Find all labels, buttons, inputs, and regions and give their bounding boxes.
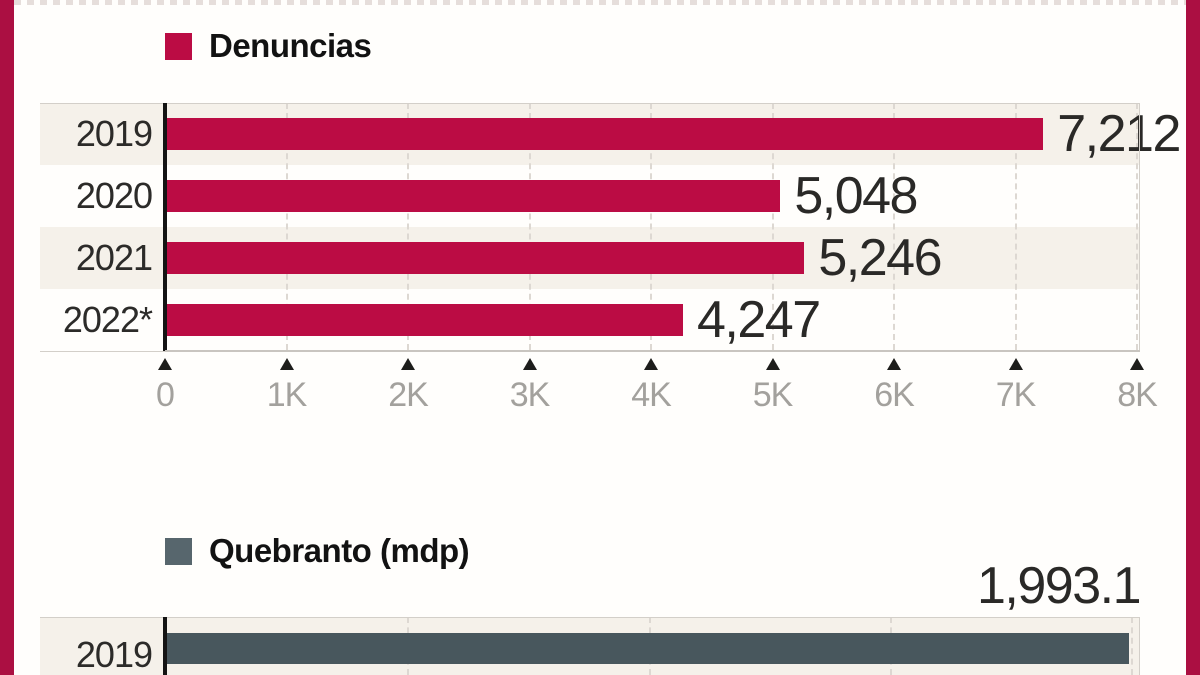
- gridline: [528, 103, 531, 350]
- x-axis-tick-marker: [158, 358, 172, 370]
- bar-2019-quebranto: [167, 633, 1129, 664]
- bar-2022*: [167, 304, 683, 336]
- category-label: 2022*: [62, 299, 153, 340]
- bar-2020: [167, 180, 781, 212]
- x-axis-tick-label: 0: [156, 376, 175, 414]
- gridline: [1014, 103, 1017, 350]
- category-label: 2019: [75, 634, 153, 675]
- gridline: [1131, 617, 1133, 675]
- x-axis-tick-label: 5K: [752, 376, 794, 414]
- x-axis-tick-marker: [887, 358, 901, 370]
- value-label: 5,246: [818, 229, 942, 287]
- quebranto-legend: Quebranto (mdp): [165, 532, 470, 570]
- x-axis-tick-marker: [279, 358, 294, 370]
- x-axis-tick-marker: [522, 358, 537, 370]
- denuncias-x-axis-line: [165, 350, 1140, 352]
- bar-2019: [167, 118, 1044, 150]
- category-label: 2019: [75, 113, 153, 154]
- x-axis-tick-label: 1K: [266, 376, 308, 414]
- x-axis-tick-marker: [765, 358, 780, 370]
- x-axis-tick-label: 3K: [509, 376, 551, 414]
- gridline: [893, 103, 895, 350]
- gridline: [285, 103, 288, 350]
- gridline: [771, 103, 774, 350]
- denuncias-y-axis-line: [163, 103, 167, 351]
- x-axis-tick-marker: [1008, 358, 1023, 370]
- category-label: 2020: [75, 175, 153, 216]
- x-axis-tick-marker: [644, 358, 658, 370]
- x-axis-tick-label: 2K: [388, 376, 429, 414]
- gridline: [650, 103, 652, 350]
- denuncias-legend-label: Denuncias: [209, 27, 372, 64]
- x-axis-tick-marker: [1130, 358, 1144, 370]
- left-border-accent: [0, 0, 14, 675]
- value-label: 4,247: [697, 291, 821, 349]
- denuncias-legend: Denuncias: [165, 27, 372, 65]
- quebranto-legend-swatch: [165, 537, 192, 565]
- value-label: 7,212: [1057, 105, 1181, 163]
- bar-2021: [167, 242, 805, 274]
- quebranto-2019-value-label: 1,993.1: [977, 557, 1142, 615]
- x-axis-tick-label: 7K: [995, 376, 1037, 414]
- category-label: 2021: [75, 237, 153, 278]
- top-dashed-edge: [14, 0, 1186, 5]
- value-label: 5,048: [794, 167, 918, 225]
- x-axis-tick-label: 6K: [874, 376, 915, 414]
- quebranto-legend-label: Quebranto (mdp): [209, 532, 470, 569]
- x-axis-tick-marker: [401, 358, 415, 370]
- x-axis-tick-label: 8K: [1117, 376, 1158, 414]
- quebranto-y-axis-line: [163, 617, 167, 675]
- right-border-accent: [1186, 0, 1200, 675]
- x-axis-tick-label: 4K: [631, 376, 672, 414]
- gridline: [407, 103, 409, 350]
- denuncias-legend-swatch: [165, 32, 192, 60]
- gridline: [1136, 103, 1138, 350]
